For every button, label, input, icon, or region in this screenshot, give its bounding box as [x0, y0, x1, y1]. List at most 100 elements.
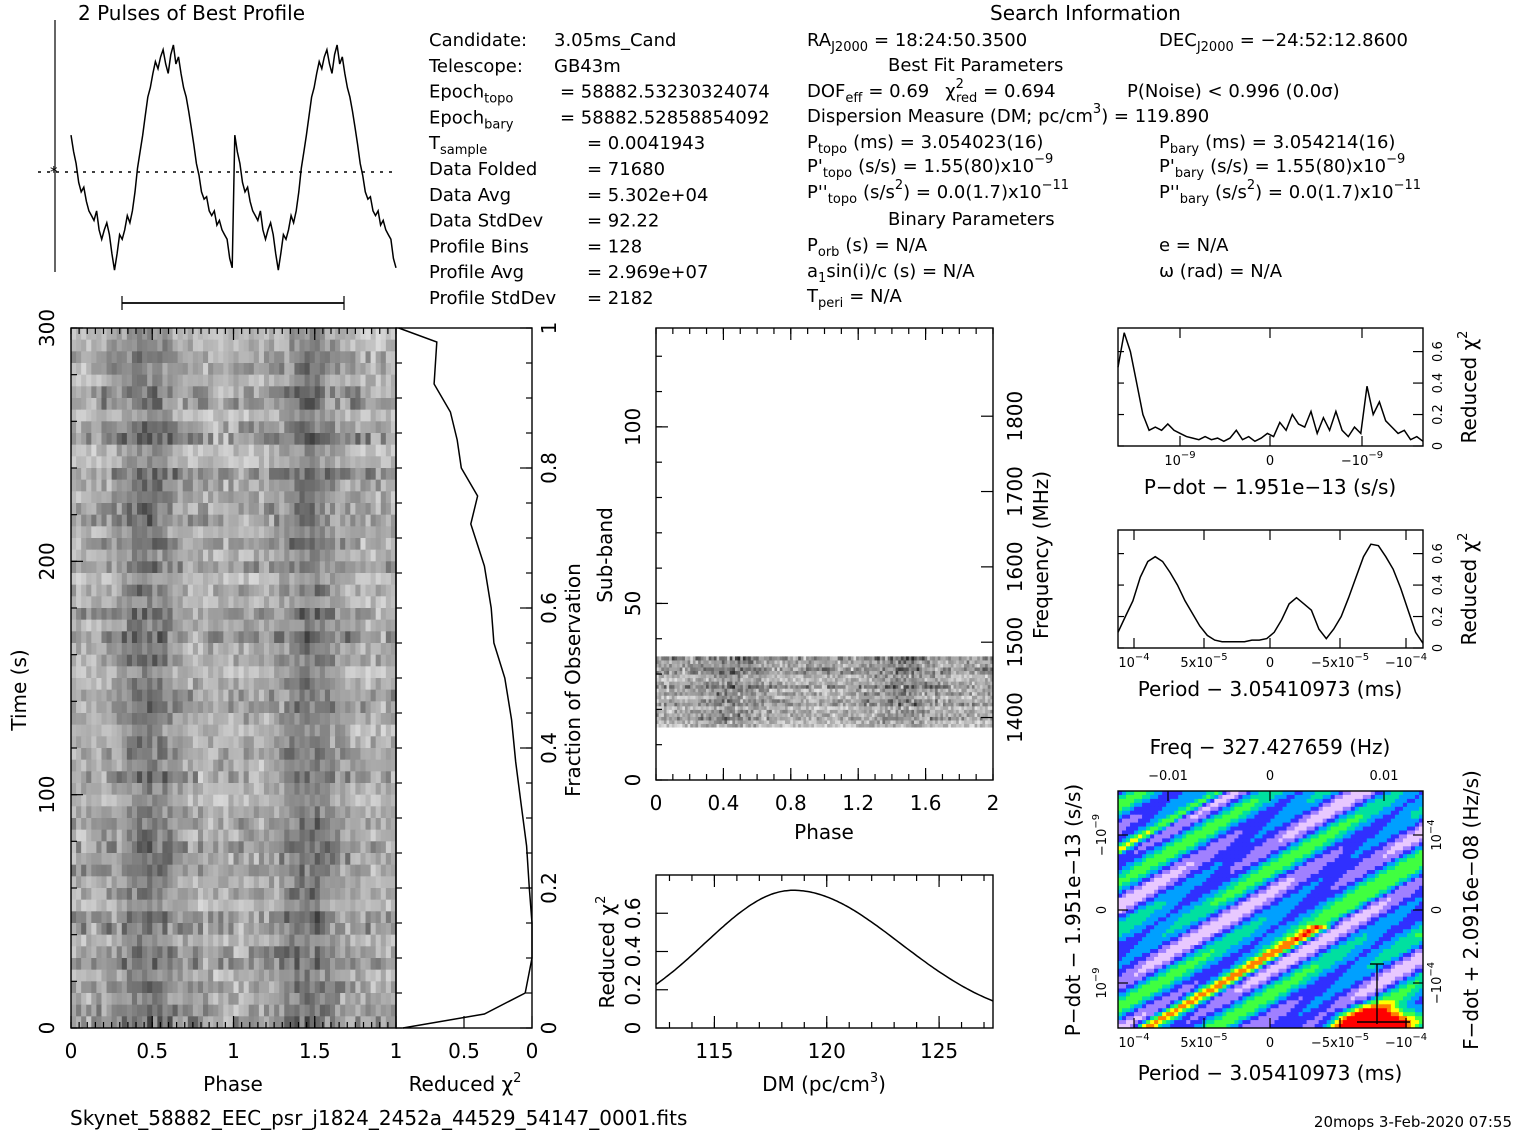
time-phase-cell — [269, 584, 275, 597]
subband-cell — [937, 705, 941, 710]
time-phase-cell — [182, 923, 189, 936]
time-phase-cell — [284, 619, 290, 632]
time-phase-cell — [142, 771, 148, 784]
subband-cell — [703, 712, 707, 717]
time-phase-cell — [233, 468, 240, 481]
time-phase-cell — [152, 491, 158, 504]
subband-cell — [861, 705, 865, 710]
time-phase-cell — [294, 888, 301, 901]
time-phase-cell — [314, 398, 321, 411]
time-phase-cell — [157, 619, 164, 632]
subband-cell — [756, 723, 760, 728]
time-phase-cell — [162, 584, 169, 597]
time-phase-cell — [81, 876, 87, 889]
time-phase-cell — [350, 701, 356, 714]
time-phase-cell — [319, 888, 326, 901]
time-phase-cell — [335, 351, 341, 364]
time-phase-cell — [142, 549, 148, 562]
subband-cell — [682, 712, 686, 717]
time-phase-cell — [177, 713, 184, 726]
time-phase-cell — [263, 946, 270, 959]
time-phase-cell — [284, 421, 290, 434]
time-phase-cell — [294, 981, 301, 994]
time-phase-cell — [340, 584, 346, 597]
time-phase-cell — [375, 736, 382, 749]
time-phase-cell — [319, 573, 326, 586]
subband-cell — [729, 702, 733, 707]
time-phase-cell — [350, 374, 356, 387]
time-phase-cell — [152, 374, 158, 387]
time-phase-cell — [340, 689, 346, 702]
time-phase-cell — [223, 771, 230, 784]
time-phase-cell — [147, 864, 153, 877]
time-phase-cell — [213, 654, 219, 667]
subband-cell — [882, 723, 886, 728]
time-phase-cell — [269, 503, 275, 516]
time-phase-cell — [203, 491, 209, 504]
time-phase-cell — [365, 538, 372, 551]
time-phase-cell — [187, 806, 194, 819]
subband-cell — [808, 712, 812, 717]
time-phase-cell — [203, 713, 209, 726]
time-phase-cell — [345, 374, 351, 387]
subband-cell — [753, 723, 757, 728]
time-phase-cell — [81, 503, 87, 516]
time-phase-cell — [345, 958, 351, 971]
time-phase-cell — [121, 806, 128, 819]
subband-cell — [929, 719, 933, 724]
time-phase-cell — [335, 678, 341, 691]
time-phase-cell — [228, 573, 235, 586]
time-phase-cell — [213, 783, 219, 796]
time-phase-cell — [192, 969, 199, 982]
time-phase-cell — [350, 888, 356, 901]
time-phase-cell — [131, 608, 138, 621]
time-phase-cell — [172, 1016, 179, 1028]
time-phase-cell — [350, 398, 356, 411]
time-phase-cell — [319, 619, 326, 632]
subband-cell — [871, 719, 876, 724]
subband-cell — [821, 702, 825, 707]
time-phase-cell — [289, 806, 296, 819]
time-phase-cell — [294, 748, 301, 761]
subband-cell — [950, 716, 955, 721]
time-phase-cell — [269, 876, 275, 889]
time-phase-cell — [131, 328, 138, 341]
time-phase-cell — [304, 549, 311, 562]
time-phase-cell — [218, 724, 224, 737]
time-phase-cell — [223, 899, 230, 912]
time-phase-cell — [243, 934, 250, 947]
time-phase-cell — [253, 503, 260, 516]
time-phase-cell — [370, 1004, 377, 1017]
subband-cell — [914, 702, 918, 707]
time-phase-cell — [213, 584, 219, 597]
time-phase-cell — [274, 888, 280, 901]
ra-label: RA — [807, 30, 832, 51]
time-phase-cell — [355, 841, 362, 854]
time-phase-cell — [111, 981, 118, 994]
time-phase-cell — [238, 398, 245, 411]
time-phase-cell — [162, 374, 169, 387]
time-phase-cell — [162, 363, 169, 376]
time-phase-cell — [213, 386, 219, 399]
time-phase-cell — [233, 818, 240, 831]
time-phase-cell — [187, 643, 194, 656]
time-phase-cell — [177, 526, 184, 539]
time-phase-cell — [385, 911, 392, 924]
time-phase-cell — [208, 433, 214, 446]
time-phase-cell — [258, 993, 265, 1006]
time-phase-cell — [299, 923, 306, 936]
time-phase-cell — [208, 818, 214, 831]
time-phase-cell — [228, 923, 235, 936]
time-phase-cell — [269, 339, 275, 352]
time-phase-cell — [116, 433, 123, 446]
time-phase-cell — [335, 363, 341, 376]
time-phase-cell — [390, 514, 396, 527]
time-phase-cell — [335, 386, 341, 399]
time-phase-cell — [299, 993, 306, 1006]
time-phase-cell — [350, 433, 356, 446]
time-phase-cell — [213, 526, 219, 539]
subband-cell — [790, 719, 794, 724]
time-phase-cell — [197, 981, 204, 994]
time-phase-cell — [111, 678, 118, 691]
